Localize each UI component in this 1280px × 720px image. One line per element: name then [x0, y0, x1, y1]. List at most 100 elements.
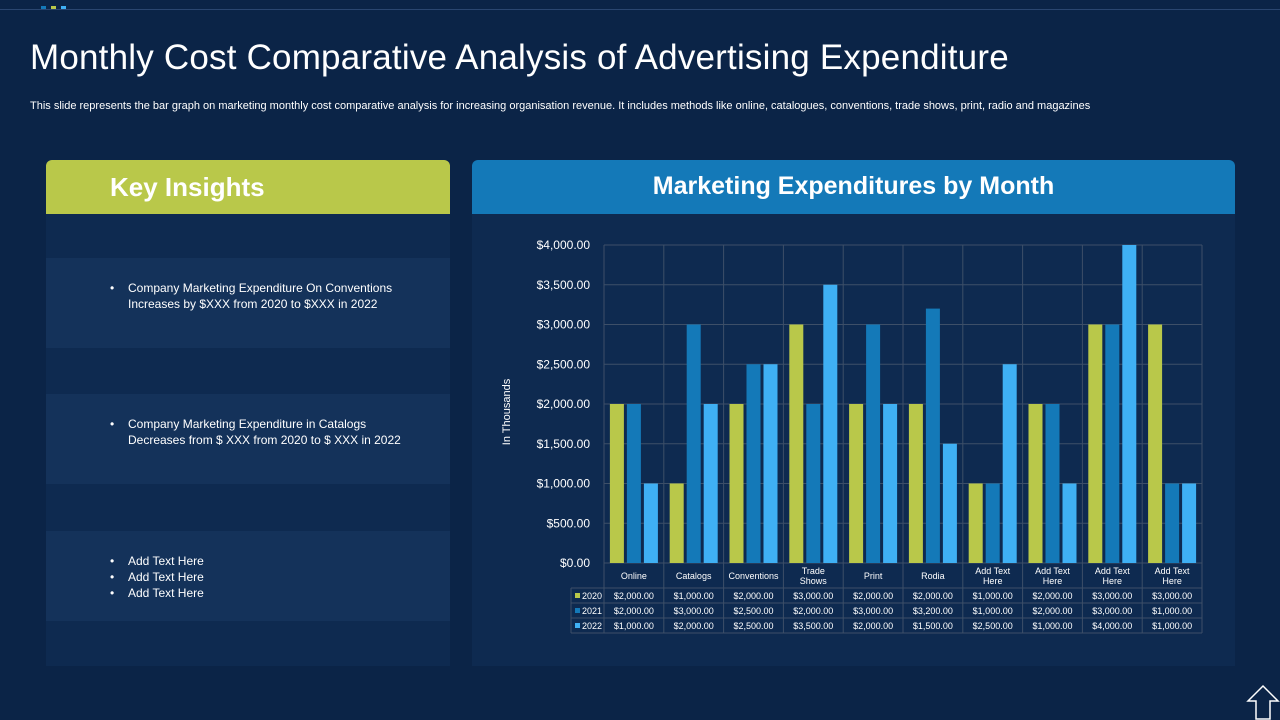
bar-2021 [1105, 324, 1120, 563]
bar-2020 [1148, 324, 1163, 563]
x-tick-label: Add Text Here [975, 566, 1010, 586]
table-value: $1,000.00 [1032, 621, 1072, 631]
y-tick-label: $4,000.00 [537, 238, 591, 252]
bar-2022 [823, 284, 838, 563]
table-value: $2,000.00 [733, 591, 773, 601]
y-tick-label: $500.00 [547, 516, 591, 530]
y-tick-label: $2,500.00 [537, 357, 591, 371]
bar-2020 [908, 404, 923, 563]
insight-box-2: Company Marketing Expenditure in Catalog… [46, 394, 450, 484]
table-value: $3,000.00 [1092, 591, 1132, 601]
y-tick-label: $1,500.00 [537, 437, 591, 451]
table-value: $2,000.00 [793, 606, 833, 616]
bar-2021 [925, 308, 940, 563]
bar-2021 [985, 483, 1000, 563]
insight-box-1: Company Marketing Expenditure On Convent… [46, 258, 450, 348]
bar-2020 [1088, 324, 1103, 563]
table-value: $3,000.00 [853, 606, 893, 616]
x-tick-label: Print [864, 571, 883, 581]
table-value: $2,500.00 [973, 621, 1013, 631]
bar-2022 [703, 404, 718, 563]
bar-2022 [1122, 245, 1137, 563]
table-value: $2,000.00 [853, 621, 893, 631]
y-tick-label: $2,000.00 [537, 397, 591, 411]
chart-title: Marketing Expenditures by Month [652, 172, 1055, 200]
bar-2021 [866, 324, 881, 563]
top-rule [0, 9, 1280, 10]
bar-2022 [883, 404, 898, 563]
legend-swatch-2021 [575, 608, 580, 613]
chart-header: Marketing Expenditures by Month [472, 160, 1235, 214]
table-value: $1,000.00 [1152, 606, 1192, 616]
table-value: $1,000.00 [674, 591, 714, 601]
bar-2022 [1002, 364, 1017, 563]
bar-2020 [789, 324, 804, 563]
insight-bullet: Company Marketing Expenditure in Catalog… [110, 416, 418, 448]
x-tick-label: Add Text Here [1155, 566, 1190, 586]
bar-2020 [1028, 404, 1043, 563]
table-value: $2,000.00 [614, 591, 654, 601]
table-value: $1,500.00 [913, 621, 953, 631]
x-tick-label: Conventions [728, 571, 779, 581]
bar-2022 [942, 443, 957, 563]
x-tick-label: Catalogs [676, 571, 712, 581]
legend-label: 2022 [582, 621, 602, 631]
bar-2020 [609, 404, 624, 563]
table-value: $3,000.00 [793, 591, 833, 601]
table-value: $4,000.00 [1092, 621, 1132, 631]
table-value: $1,000.00 [1152, 621, 1192, 631]
legend-swatch-2020 [575, 593, 580, 598]
legend-label: 2020 [582, 591, 602, 601]
table-value: $3,000.00 [674, 606, 714, 616]
table-value: $1,000.00 [973, 606, 1013, 616]
y-axis-title: In Thousands [501, 378, 513, 445]
bar-2021 [806, 404, 821, 563]
table-value: $1,000.00 [973, 591, 1013, 601]
up-arrow-icon[interactable] [1246, 684, 1280, 720]
y-tick-label: $3,000.00 [537, 318, 591, 332]
bar-2020 [968, 483, 983, 563]
bar-2021 [1165, 483, 1180, 563]
bar-2021 [1045, 404, 1060, 563]
page-subtitle: This slide represents the bar graph on m… [30, 100, 1091, 112]
table-value: $3,000.00 [1152, 591, 1192, 601]
x-tick-label: Add Text Here [1035, 566, 1070, 586]
insight-bullet: Add Text Here [110, 585, 418, 601]
y-tick-label: $0.00 [560, 556, 590, 570]
insight-list: Company Marketing Expenditure On Convent… [110, 280, 418, 312]
insight-bullet: Add Text Here [110, 569, 418, 585]
table-value: $2,500.00 [733, 606, 773, 616]
y-tick-label: $1,000.00 [537, 477, 591, 491]
x-tick-label: Online [621, 571, 647, 581]
table-value: $2,000.00 [1032, 606, 1072, 616]
y-tick-label: $3,500.00 [537, 278, 591, 292]
bar-2022 [763, 364, 778, 563]
bar-2022 [1062, 483, 1077, 563]
insights-header: Key Insights [46, 160, 450, 214]
legend-swatch-2022 [575, 623, 580, 628]
insight-box-3: Add Text Here Add Text Here Add Text Her… [46, 531, 450, 621]
table-value: $3,000.00 [1092, 606, 1132, 616]
bar-2022 [643, 483, 658, 563]
insight-list: Add Text Here Add Text Here Add Text Her… [110, 553, 418, 601]
insights-title: Key Insights [110, 172, 265, 202]
table-value: $2,000.00 [1032, 591, 1072, 601]
table-value: $2,000.00 [853, 591, 893, 601]
page-title: Monthly Cost Comparative Analysis of Adv… [30, 38, 1009, 77]
x-tick-label: Trade Shows [800, 566, 828, 586]
table-value: $3,200.00 [913, 606, 953, 616]
x-tick-label: Add Text Here [1095, 566, 1130, 586]
bar-2021 [626, 404, 641, 563]
bar-2020 [669, 483, 684, 563]
bar-2020 [729, 404, 744, 563]
table-value: $3,500.00 [793, 621, 833, 631]
table-value: $2,000.00 [614, 606, 654, 616]
insight-bullet: Company Marketing Expenditure On Convent… [110, 280, 418, 312]
insight-list: Company Marketing Expenditure in Catalog… [110, 416, 418, 448]
bar-2021 [746, 364, 761, 563]
table-value: $2,000.00 [913, 591, 953, 601]
table-value: $2,500.00 [733, 621, 773, 631]
bar-2020 [849, 404, 864, 563]
table-value: $2,000.00 [674, 621, 714, 631]
